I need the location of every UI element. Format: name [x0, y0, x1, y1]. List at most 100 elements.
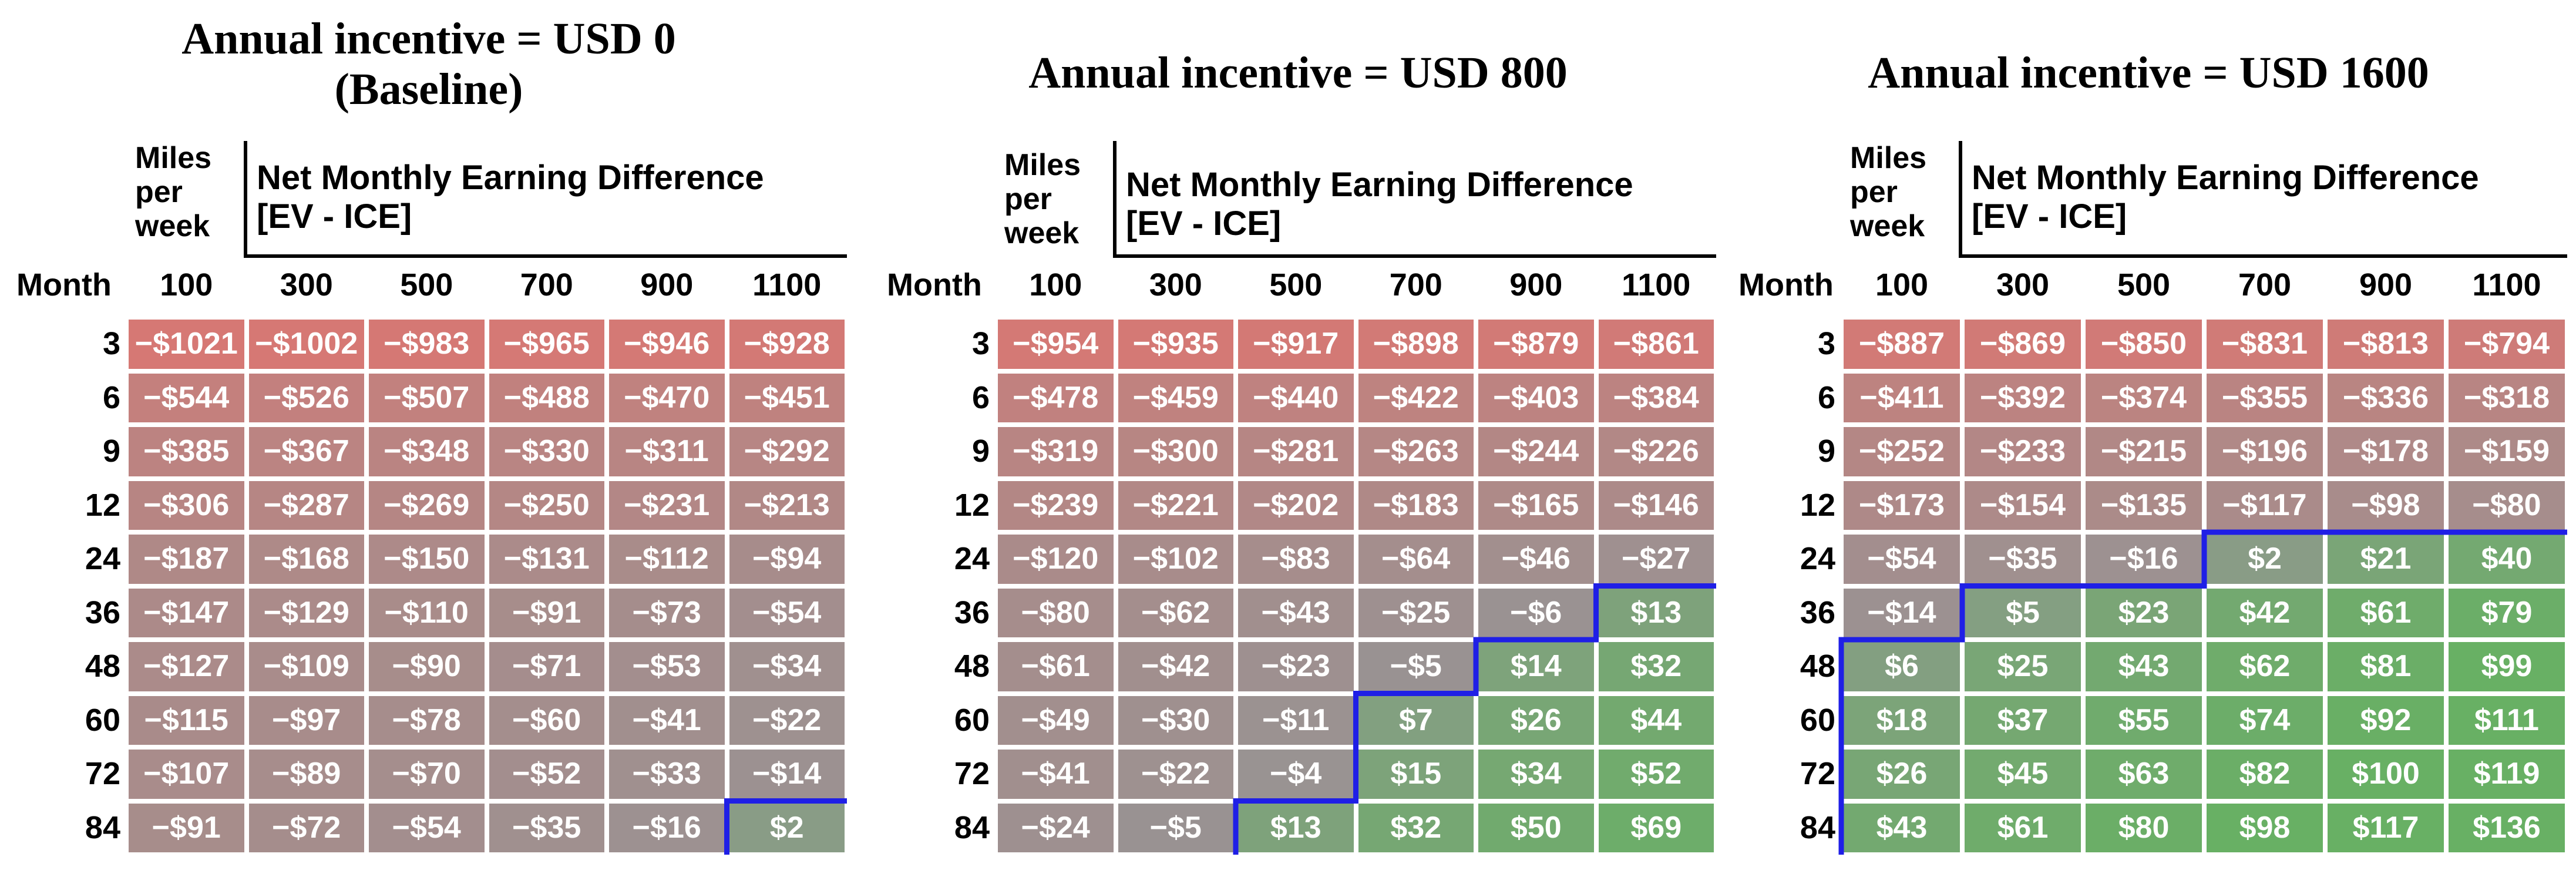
heatmap-cell: −$411	[1841, 371, 1962, 425]
row-label-48: 48	[954, 648, 990, 684]
heatmap-cell: −$928	[727, 317, 847, 371]
column-header-500: 500	[400, 267, 453, 303]
heatmap-cell: $7	[1356, 693, 1476, 747]
heatmap-cell: −$146	[1596, 478, 1716, 532]
heatmap-cell: −$154	[1962, 478, 2083, 532]
row-label-24: 24	[954, 541, 990, 576]
heatmap-cell: −$470	[607, 371, 727, 425]
heatmap-cell: −$1021	[126, 317, 247, 371]
column-header-100: 100	[1875, 267, 1929, 303]
row-label-3: 3	[1817, 326, 1835, 361]
value-title: [EV - ICE]	[1972, 197, 2127, 236]
heatmap-cell: −$89	[246, 747, 366, 801]
heatmap-cell: −$25	[1356, 586, 1476, 640]
heatmap-cell: $81	[2325, 640, 2446, 694]
heatmap-cell: −$34	[727, 640, 847, 694]
heatmap-cell: −$6	[1476, 586, 1596, 640]
heatmap-cell: −$80	[2446, 478, 2567, 532]
value-title: Net Monthly Earning Difference	[257, 159, 764, 197]
heatmap-cell: −$46	[1476, 532, 1596, 586]
heatmap-cell: $98	[2204, 801, 2325, 855]
heatmap-cell: −$300	[1115, 425, 1236, 479]
header-divider-horizontal	[1959, 254, 2567, 258]
heatmap-cell: −$965	[486, 317, 607, 371]
heatmap-cell: −$478	[996, 371, 1116, 425]
heatmap-cell: −$392	[1962, 371, 2083, 425]
heatmap-cell: −$42	[1115, 640, 1236, 694]
heatmap-cell: −$250	[486, 478, 607, 532]
heatmap-cell: $2	[2204, 532, 2325, 586]
value-title: [EV - ICE]	[1126, 204, 1282, 243]
heatmap-cell: −$49	[996, 693, 1116, 747]
panel-incentive-1600: Annual incentive = USD 1600 Miles per week N…	[1721, 0, 2576, 877]
heatmap-cell: −$168	[246, 532, 366, 586]
row-label-60: 60	[1800, 702, 1835, 738]
heatmap-cell: −$109	[246, 640, 366, 694]
heatmap-cell: −$269	[366, 478, 487, 532]
column-header-900: 900	[640, 267, 694, 303]
heatmap-cell: $13	[1236, 801, 1356, 855]
heatmap-cell: −$336	[2325, 371, 2446, 425]
heatmap-cell: −$41	[607, 693, 727, 747]
heatmap-cell: −$898	[1356, 317, 1476, 371]
heatmap-cell: −$64	[1356, 532, 1476, 586]
heatmap-cell: −$187	[126, 532, 247, 586]
panel-incentive-0: Annual incentive = USD 0 (Baseline) Miles p…	[0, 0, 857, 877]
heatmap-cell: $74	[2204, 693, 2325, 747]
heatmap-cell: $80	[2083, 801, 2204, 855]
heatmap-cell: $92	[2325, 693, 2446, 747]
heatmap-cell: −$917	[1236, 317, 1356, 371]
miles-per-week-label: per	[1850, 175, 1898, 209]
heatmap-cell: −$120	[996, 532, 1116, 586]
heatmap-cell: −$983	[366, 317, 487, 371]
heatmap-cell: −$869	[1962, 317, 2083, 371]
heatmap-cell: −$14	[727, 747, 847, 801]
miles-per-week-label: Miles	[1850, 141, 1927, 175]
miles-per-week-label: Miles	[135, 141, 212, 175]
heatmap-cell: −$1002	[246, 317, 366, 371]
heatmap-cell: $40	[2446, 532, 2567, 586]
heatmap-cell: −$287	[246, 478, 366, 532]
heatmap-cell: $61	[2325, 586, 2446, 640]
row-label-6: 6	[102, 379, 120, 415]
heatmap-cell: −$226	[1596, 425, 1716, 479]
heatmap-cell: −$422	[1356, 371, 1476, 425]
heatmap-cell: −$16	[607, 801, 727, 855]
header-divider-horizontal	[244, 254, 847, 258]
heatmap-cell: $61	[1962, 801, 2083, 855]
heatmap-cell: −$292	[727, 425, 847, 479]
heatmap-cell: −$115	[126, 693, 247, 747]
row-label-48: 48	[85, 648, 120, 684]
column-header-1100: 1100	[1622, 267, 1691, 303]
heatmap-cell: −$850	[2083, 317, 2204, 371]
heatmap-cell: −$98	[2325, 478, 2446, 532]
heatmap-cell: −$91	[486, 586, 607, 640]
value-title: Net Monthly Earning Difference	[1126, 166, 1633, 204]
panel-title: Annual incentive = USD 1600	[1868, 48, 2429, 98]
heatmap-cell: −$330	[486, 425, 607, 479]
heatmap-cell: −$24	[996, 801, 1116, 855]
heatmap-cell: −$54	[366, 801, 487, 855]
heatmap-cell: −$544	[126, 371, 247, 425]
heatmap-cell: −$16	[2083, 532, 2204, 586]
heatmap-cell: −$5	[1356, 640, 1476, 694]
heatmap-cell: −$488	[486, 371, 607, 425]
heatmap-cell: −$117	[2204, 478, 2325, 532]
heatmap-cell: $100	[2325, 747, 2446, 801]
row-label-84: 84	[954, 809, 990, 845]
row-label-6: 6	[1817, 379, 1835, 415]
heatmap-cell: −$794	[2446, 317, 2567, 371]
heatmap-cell: −$231	[607, 478, 727, 532]
heatmap-cell: $69	[1596, 801, 1716, 855]
heatmap-cell: −$112	[607, 532, 727, 586]
column-header-700: 700	[1389, 267, 1442, 303]
heatmap-cell: $44	[1596, 693, 1716, 747]
heatmap-cell: −$311	[607, 425, 727, 479]
heatmap-cell: −$5	[1115, 801, 1236, 855]
heatmap-cell: −$61	[996, 640, 1116, 694]
heatmap-cell: −$83	[1236, 532, 1356, 586]
heatmap-cell: −$107	[126, 747, 247, 801]
column-header-300: 300	[280, 267, 333, 303]
heatmap-cell: −$33	[607, 747, 727, 801]
heatmap-cell: $26	[1476, 693, 1596, 747]
